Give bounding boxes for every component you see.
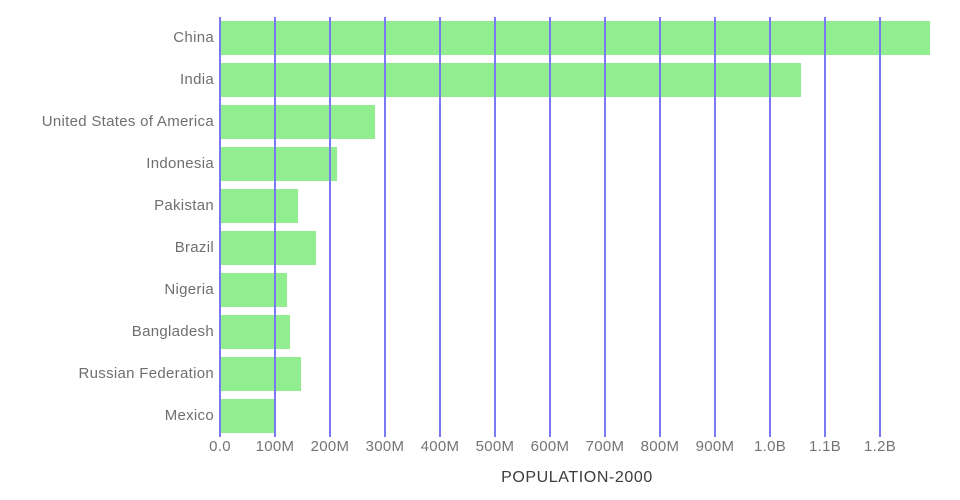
x-tick-label: 600M	[530, 438, 570, 455]
category-label: Bangladesh	[131, 323, 214, 340]
x-tick-label: 0.0	[209, 438, 231, 455]
gridline	[549, 17, 551, 437]
gridline	[714, 17, 716, 437]
x-tick-label: 1.2B	[863, 438, 897, 455]
gridline	[769, 17, 771, 437]
population-bar	[220, 63, 802, 97]
x-tick-label: 400M	[420, 438, 460, 455]
category-label: Nigeria	[164, 281, 214, 298]
gridline	[439, 17, 441, 437]
population-bar	[220, 315, 291, 349]
gridline	[219, 17, 221, 437]
x-tick-label: 1.0B	[753, 438, 787, 455]
gridline	[879, 17, 881, 437]
x-tick-label: 900M	[695, 438, 735, 455]
category-label: Pakistan	[154, 197, 214, 214]
gridline	[494, 17, 496, 437]
category-label: Brazil	[174, 239, 214, 256]
x-axis-title: POPULATION-2000	[501, 469, 653, 486]
category-label: United States of America	[41, 113, 214, 130]
category-label: Mexico	[164, 407, 214, 424]
plot-area	[219, 17, 935, 437]
x-tick-label: 500M	[475, 438, 515, 455]
gridline	[384, 17, 386, 437]
gridline	[604, 17, 606, 437]
x-tick-label: 100M	[255, 438, 295, 455]
category-label: China	[173, 29, 214, 46]
population-bar	[220, 189, 299, 223]
gridline	[329, 17, 331, 437]
gridline	[659, 17, 661, 437]
population-bar	[220, 231, 317, 265]
population-bar	[220, 21, 931, 55]
category-label: Indonesia	[146, 155, 214, 172]
category-label: Russian Federation	[78, 365, 214, 382]
x-tick-label: 300M	[365, 438, 405, 455]
population-bar	[220, 105, 376, 139]
population-bar	[220, 357, 301, 391]
x-tick-label: 200M	[310, 438, 350, 455]
category-label: India	[179, 71, 214, 88]
population-bar	[220, 273, 288, 307]
x-tick-label: 800M	[640, 438, 680, 455]
gridline	[274, 17, 276, 437]
x-tick-label: 1.1B	[808, 438, 842, 455]
gridline	[824, 17, 826, 437]
x-tick-label: 700M	[585, 438, 625, 455]
population-bar	[220, 399, 275, 433]
population-bar	[220, 147, 337, 181]
y-axis-labels: China India United States of America Indone…	[0, 17, 214, 437]
